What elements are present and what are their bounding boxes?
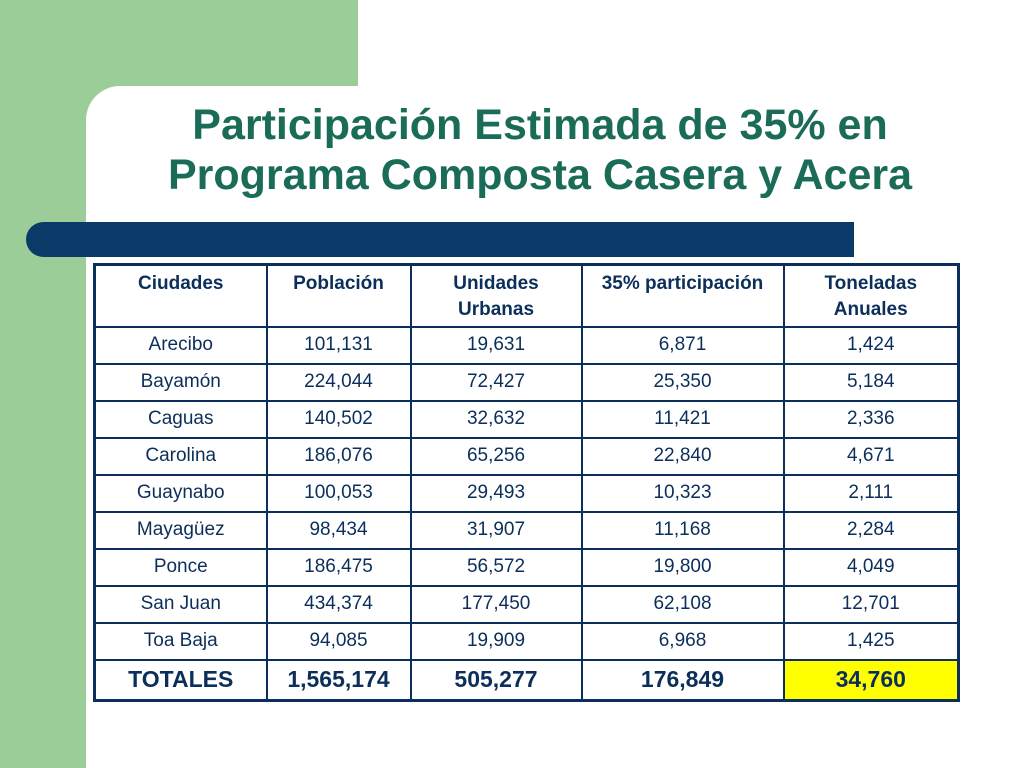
slide-title-line-1: Participación Estimada de 35% en xyxy=(192,101,888,149)
table-row: Carolina 186,076 65,256 22,840 4,671 xyxy=(93,436,960,476)
table-container: Ciudades Población Unidades Urbanas 35% … xyxy=(93,263,960,702)
table-cell: 94,085 xyxy=(265,621,412,661)
table-cell: 1,424 xyxy=(782,325,960,365)
table-row: Mayagüez 98,434 31,907 11,168 2,284 xyxy=(93,510,960,550)
table-cell: 19,800 xyxy=(580,547,785,587)
table-cell: San Juan xyxy=(93,584,268,624)
table-cell: 98,434 xyxy=(265,510,412,550)
table-row: Arecibo 101,131 19,631 6,871 1,424 xyxy=(93,325,960,365)
table-row: San Juan 434,374 177,450 62,108 12,701 xyxy=(93,584,960,624)
table-cell: 62,108 xyxy=(580,584,785,624)
table-cell: 186,076 xyxy=(265,436,412,476)
table-cell: 19,631 xyxy=(409,325,583,365)
totals-label: TOTALES xyxy=(93,658,268,702)
slide-title: Participación Estimada de 35% en Program… xyxy=(100,100,980,200)
table-cell: 11,421 xyxy=(580,399,785,439)
table-cell: 19,909 xyxy=(409,621,583,661)
table-cell: 140,502 xyxy=(265,399,412,439)
table-cell: 11,168 xyxy=(580,510,785,550)
table-cell: 5,184 xyxy=(782,362,960,402)
table-cell: 72,427 xyxy=(409,362,583,402)
totals-cell-poblacion: 1,565,174 xyxy=(265,658,412,702)
table-cell: 4,671 xyxy=(782,436,960,476)
table-cell: 177,450 xyxy=(409,584,583,624)
table-cell: 2,336 xyxy=(782,399,960,439)
table-cell: 6,968 xyxy=(580,621,785,661)
table-cell: 100,053 xyxy=(265,473,412,513)
table-cell: 31,907 xyxy=(409,510,583,550)
table-cell: 56,572 xyxy=(409,547,583,587)
table-cell: Toa Baja xyxy=(93,621,268,661)
table-row: Caguas 140,502 32,632 11,421 2,336 xyxy=(93,399,960,439)
totals-cell-unidades: 505,277 xyxy=(409,658,583,702)
header-cell-unidades-urbanas: Unidades Urbanas xyxy=(409,263,583,328)
slide-title-line-2: Programa Composta Casera y Acera xyxy=(167,151,913,199)
table-cell: Carolina xyxy=(93,436,268,476)
table-cell: 22,840 xyxy=(580,436,785,476)
table-row: Ponce 186,475 56,572 19,800 4,049 xyxy=(93,547,960,587)
table-cell: 29,493 xyxy=(409,473,583,513)
table-row: Toa Baja 94,085 19,909 6,968 1,425 xyxy=(93,621,960,661)
data-table: Ciudades Población Unidades Urbanas 35% … xyxy=(93,263,960,702)
decorative-blue-bar xyxy=(26,222,854,257)
totals-row: TOTALES 1,565,174 505,277 176,849 34,760 xyxy=(93,658,960,702)
table-cell: 12,701 xyxy=(782,584,960,624)
table-cell: 32,632 xyxy=(409,399,583,439)
table-cell: Caguas xyxy=(93,399,268,439)
table-cell: 1,425 xyxy=(782,621,960,661)
table-cell: Bayamón xyxy=(93,362,268,402)
table-cell: 6,871 xyxy=(580,325,785,365)
header-cell-poblacion: Población xyxy=(265,263,412,328)
header-cell-toneladas-anuales: Toneladas Anuales xyxy=(782,263,960,328)
table-cell: Mayagüez xyxy=(93,510,268,550)
header-cell-ciudades: Ciudades xyxy=(93,263,268,328)
header-cell-participacion: 35% participación xyxy=(580,263,785,328)
table-cell: 101,131 xyxy=(265,325,412,365)
table-cell: 186,475 xyxy=(265,547,412,587)
totals-cell-toneladas-highlighted: 34,760 xyxy=(782,658,960,702)
table-cell: Arecibo xyxy=(93,325,268,365)
table-cell: 65,256 xyxy=(409,436,583,476)
table-cell: 2,111 xyxy=(782,473,960,513)
table-cell: 25,350 xyxy=(580,362,785,402)
table-cell: 434,374 xyxy=(265,584,412,624)
table-cell: 224,044 xyxy=(265,362,412,402)
table-cell: Ponce xyxy=(93,547,268,587)
table-cell: 10,323 xyxy=(580,473,785,513)
header-row: Ciudades Población Unidades Urbanas 35% … xyxy=(93,263,960,328)
table-cell: Guaynabo xyxy=(93,473,268,513)
table-row: Guaynabo 100,053 29,493 10,323 2,111 xyxy=(93,473,960,513)
totals-cell-participacion: 176,849 xyxy=(580,658,785,702)
table-cell: 2,284 xyxy=(782,510,960,550)
table-row: Bayamón 224,044 72,427 25,350 5,184 xyxy=(93,362,960,402)
table-cell: 4,049 xyxy=(782,547,960,587)
